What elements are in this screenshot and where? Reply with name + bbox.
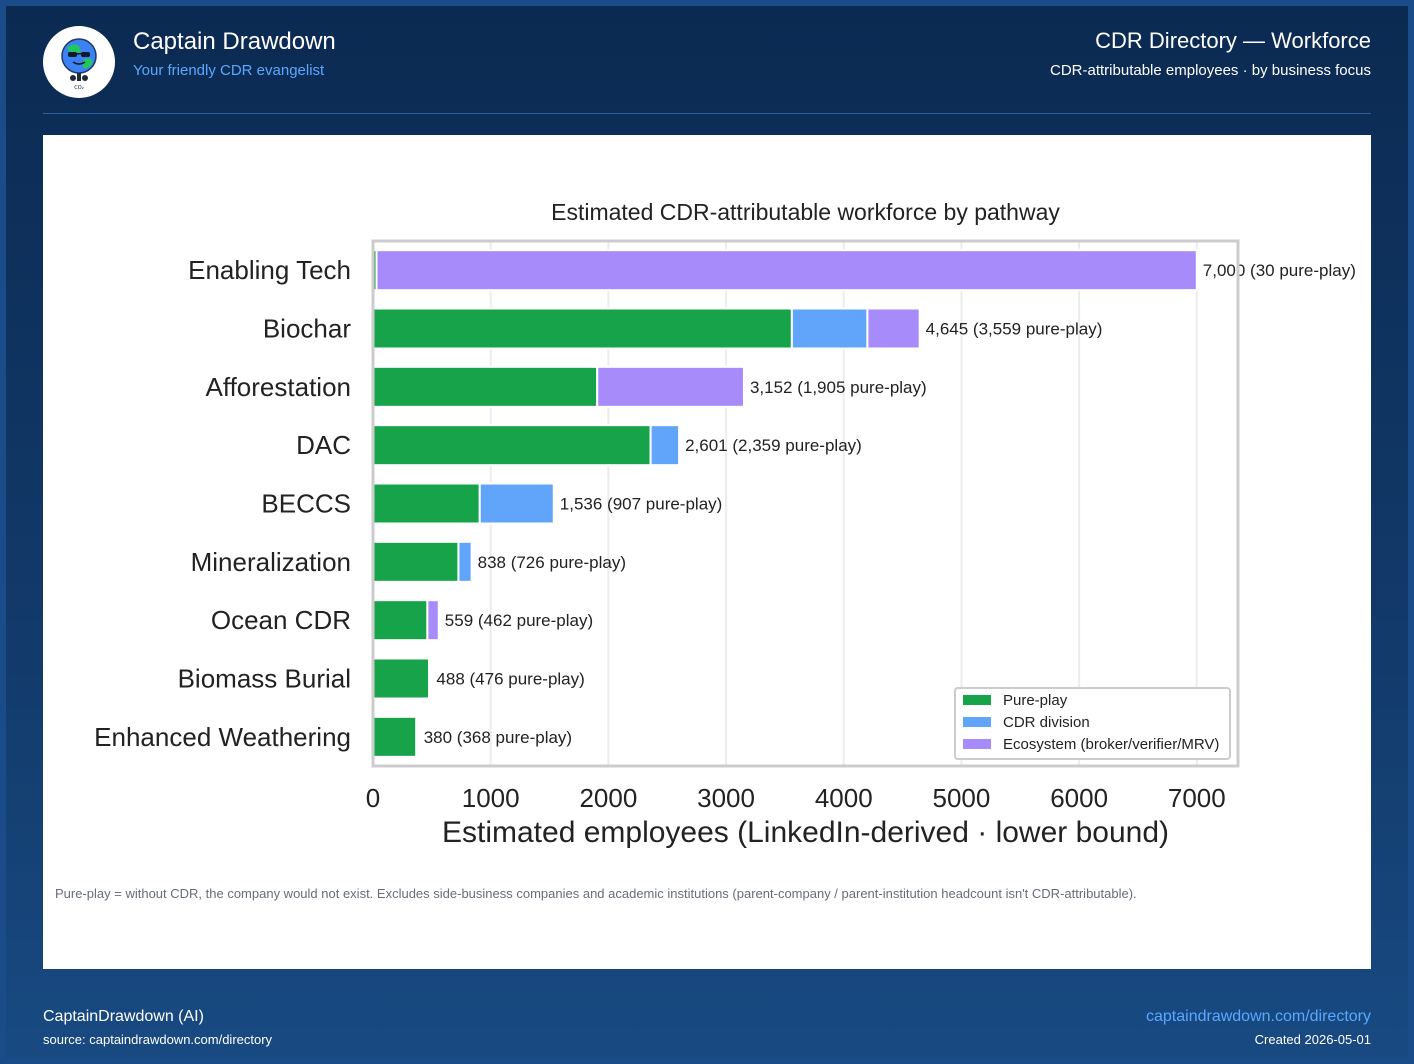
data-label: 2,601 (2,359 pure-play) (685, 436, 862, 455)
bar-segment (426, 599, 440, 642)
category-label: Enhanced Weathering (94, 722, 351, 752)
bar-segment (790, 307, 869, 350)
bar-segment (866, 307, 921, 350)
x-axis-label: Estimated employees (LinkedIn-derived · … (442, 816, 1169, 849)
legend-label: Pure-play (1003, 692, 1068, 709)
brand-tagline: Your friendly CDR evangelist (133, 62, 325, 79)
x-tick-label: 7000 (1168, 783, 1226, 813)
legend-swatch (963, 739, 991, 749)
bar-segment (457, 540, 473, 583)
category-label: Ocean CDR (211, 605, 351, 635)
footnote: Pure-play = without CDR, the company wou… (55, 886, 1137, 901)
data-label: 380 (368 pure-play) (424, 728, 572, 747)
data-label: 488 (476 pure-play) (436, 670, 584, 689)
legend-label: Ecosystem (broker/verifier/MRV) (1003, 736, 1219, 753)
x-tick-label: 1000 (462, 783, 520, 813)
category-label: Biochar (263, 314, 351, 344)
x-tick-label: 2000 (579, 783, 637, 813)
data-label: 559 (462 pure-play) (445, 611, 593, 630)
bar-segment (372, 424, 652, 467)
bar-segment (415, 715, 419, 758)
bar-segment (375, 249, 1198, 292)
plot-frame (371, 239, 1240, 768)
footer-source: source: captaindrawdown.com/directory (43, 1032, 273, 1047)
x-tick-label: 3000 (697, 783, 755, 813)
header-divider (43, 113, 1371, 114)
bar-segment (372, 657, 431, 700)
legend-label: CDR division (1003, 714, 1090, 731)
x-tick-label: 5000 (933, 783, 991, 813)
data-label: 4,645 (3,559 pure-play) (926, 320, 1103, 339)
legend-box (954, 687, 1231, 760)
footer-directory-link[interactable]: captaindrawdown.com/directory (1146, 1008, 1371, 1025)
x-tick-label: 6000 (1050, 783, 1108, 813)
workforce-bar-chart: Enabling Tech 7,000 (30 pure-play) Biochar… (94, 199, 1356, 849)
bar-segment (372, 715, 418, 758)
legend-swatch (963, 717, 991, 727)
footer-author: CaptainDrawdown (AI) (43, 1008, 204, 1025)
bar-segment (428, 657, 432, 700)
bar-segment (372, 599, 429, 642)
x-tick-label: 4000 (815, 783, 873, 813)
bar-segment (478, 482, 555, 525)
category-label: DAC (296, 430, 351, 460)
category-label: Afforestation (205, 372, 351, 402)
bar-segment (372, 482, 481, 525)
bar-segment (372, 365, 599, 408)
category-label: Mineralization (191, 547, 351, 577)
data-label: 1,536 (907 pure-play) (560, 495, 723, 514)
bar-segment (596, 365, 745, 408)
bar-segment (372, 540, 460, 583)
page-title: CDR Directory — Workforce (1095, 28, 1371, 53)
bar-segment (649, 424, 681, 467)
x-tick-label: 0 (366, 783, 380, 813)
logo-text: CO₂ (74, 85, 83, 91)
chart-title: Estimated CDR-attributable workforce by … (551, 199, 1060, 225)
category-label: Biomass Burial (178, 664, 351, 694)
category-label: Enabling Tech (188, 255, 351, 285)
brand-logo[interactable]: CO₂ (43, 26, 115, 98)
footer-created-date: Created 2026-05-01 (1254, 1032, 1371, 1047)
category-label: BECCS (261, 489, 351, 519)
earth-mascot-icon: CO₂ (61, 38, 97, 91)
page-subtitle: CDR-attributable employees · by business… (1050, 62, 1371, 79)
data-label: 7,000 (30 pure-play) (1203, 261, 1356, 280)
legend-swatch (963, 695, 991, 705)
brand-name: Captain Drawdown (133, 28, 336, 55)
chart-panel: Enabling Tech 7,000 (30 pure-play) Biochar… (43, 135, 1371, 969)
data-label: 3,152 (1,905 pure-play) (750, 378, 927, 397)
bar-segment (372, 307, 793, 350)
data-label: 838 (726 pure-play) (478, 553, 626, 572)
